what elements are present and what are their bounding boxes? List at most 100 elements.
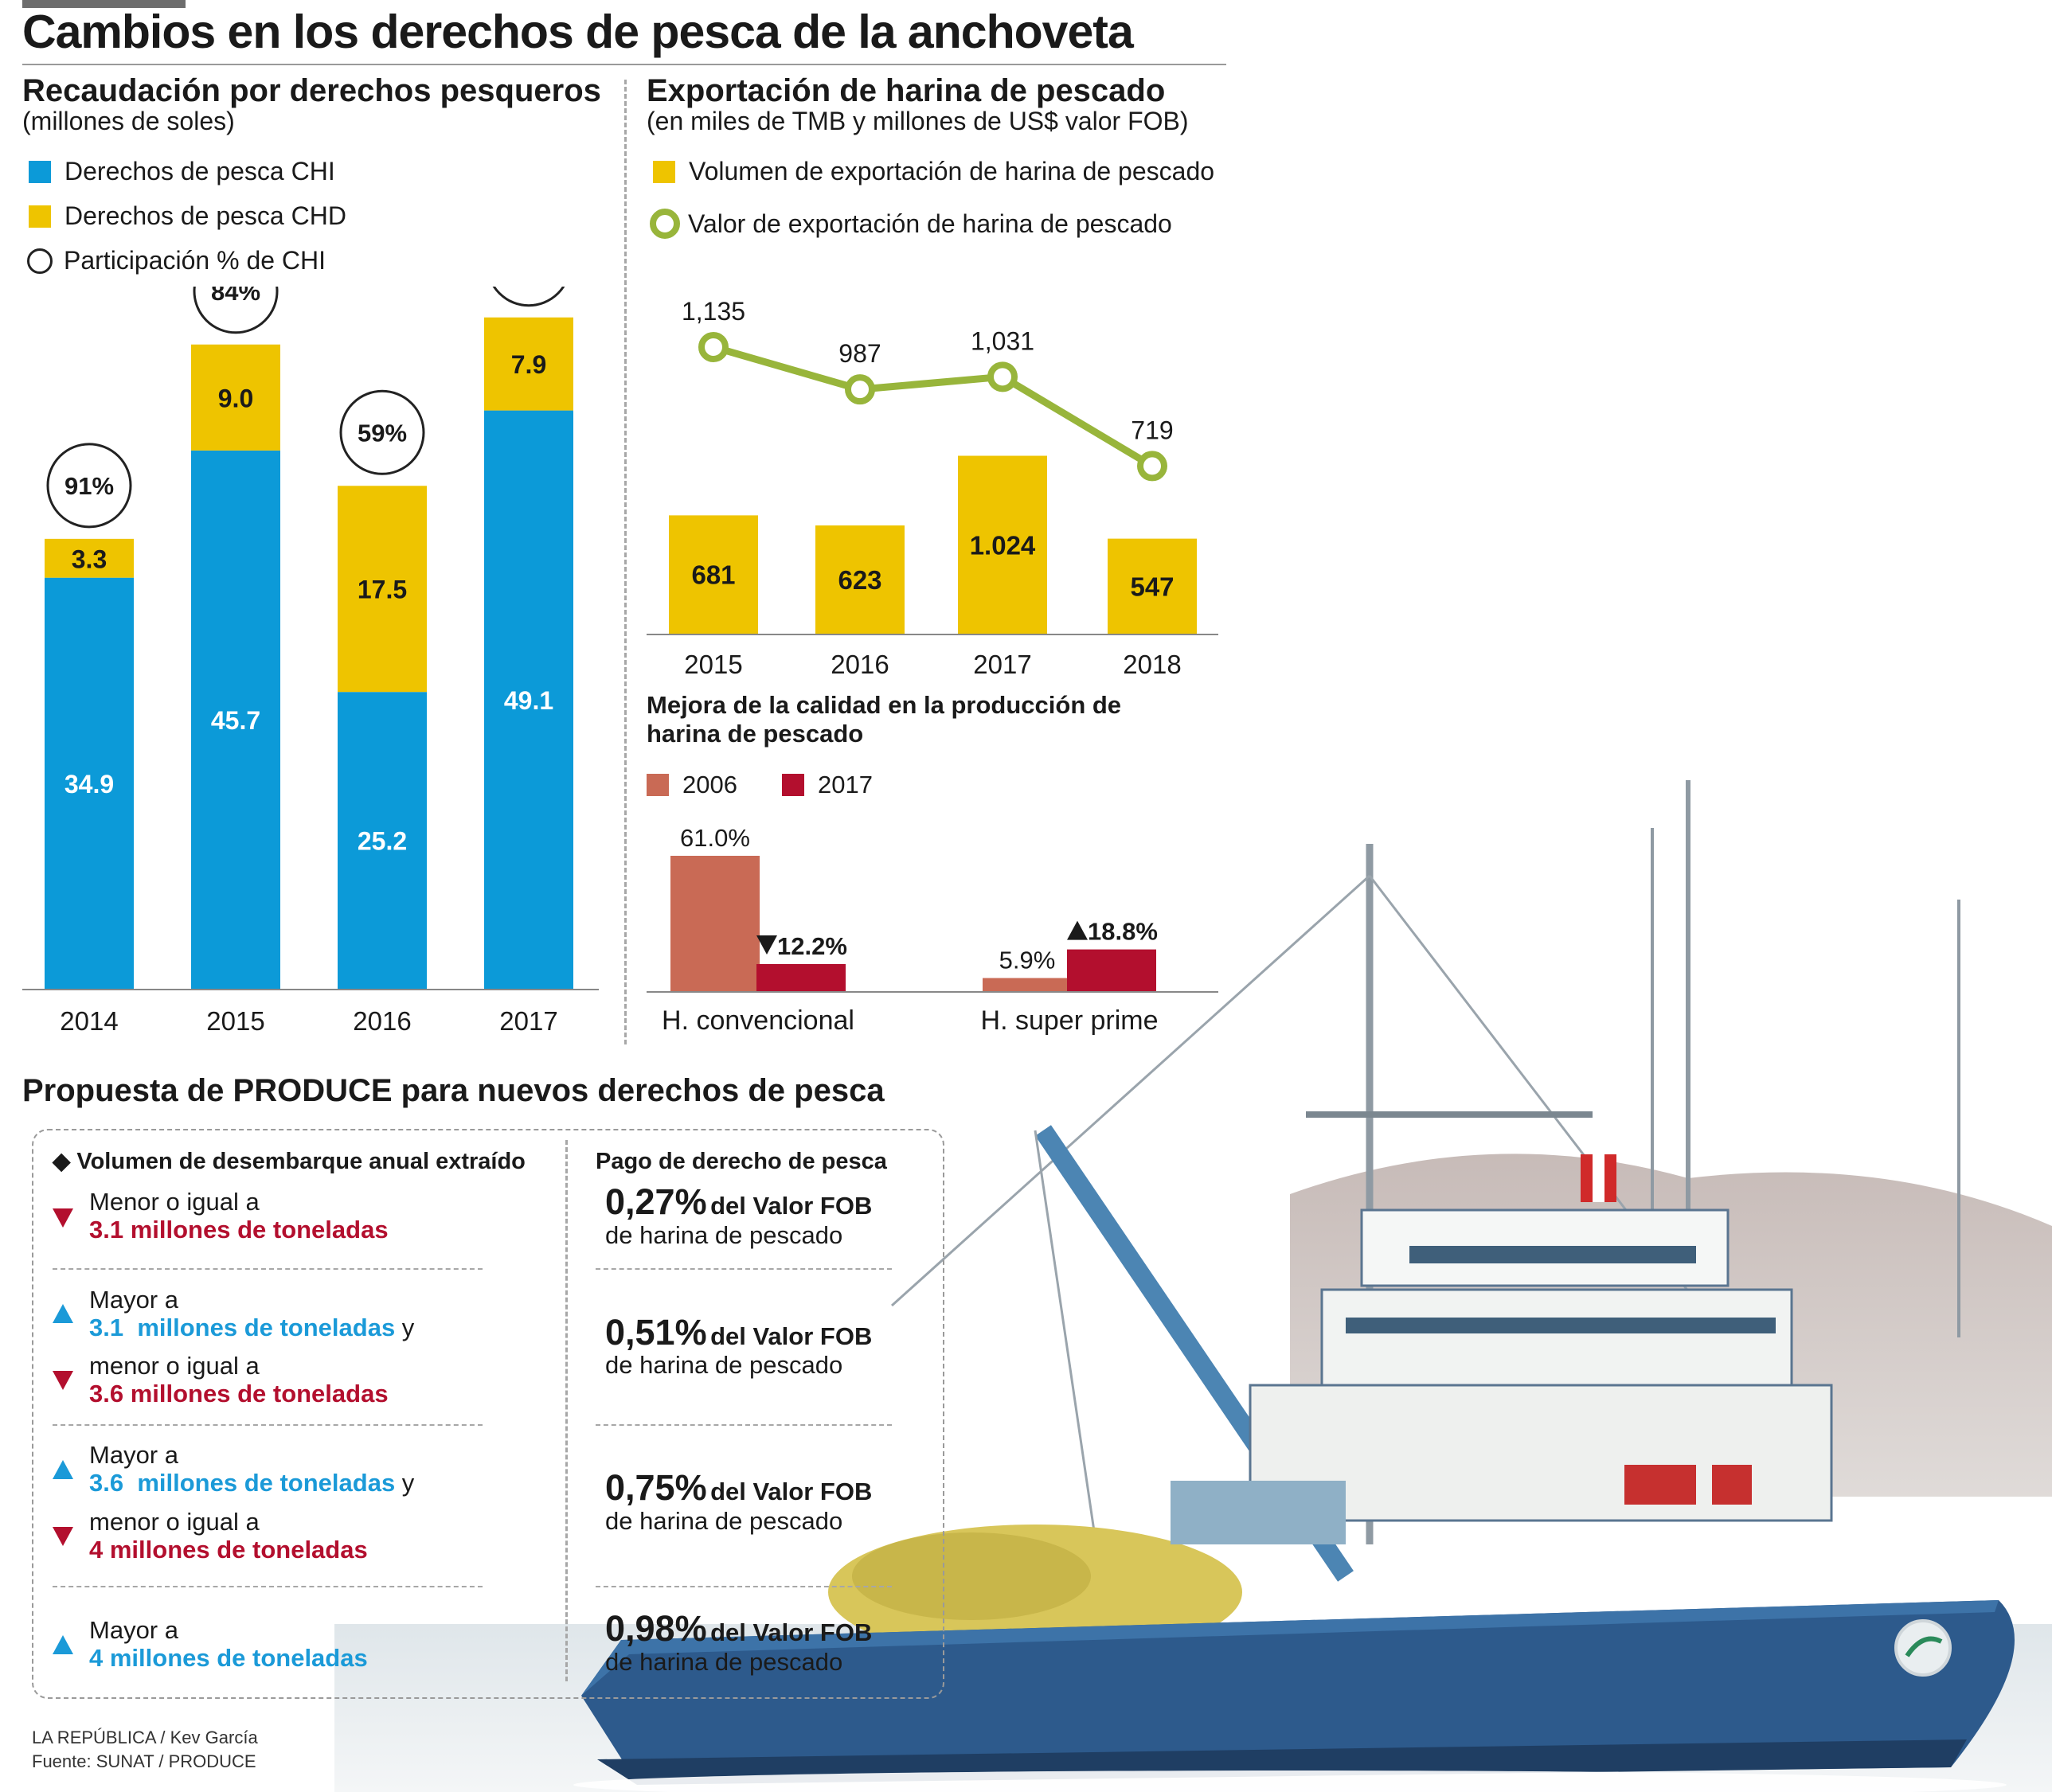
x-tick-0: H. convencional <box>662 1005 854 1036</box>
label-2017-0: 12.2% <box>777 932 847 960</box>
calidad-chart: 61.0% 12.2% H. convencional 5.9% 18.8% H. sup… <box>647 824 1218 1036</box>
row3-percent: 0,75% <box>605 1467 707 1508</box>
row2-line2-and: y <box>395 1314 415 1341</box>
bar-volumen-2015 <box>669 515 758 634</box>
label-chi-2017: 49.1 <box>504 686 553 715</box>
exportacion-chart: 681 2015 623 2016 1.024 2017 547 2018 1,135 987 1,… <box>647 297 1218 679</box>
arrow-up-icon <box>53 1460 73 1483</box>
legend-share-circle <box>27 248 53 274</box>
credit-author: LA REPÚBLICA / Kev García <box>32 1728 258 1747</box>
label-valor-2018: 719 <box>1131 416 1173 444</box>
row3-line1: Mayor a <box>89 1441 178 1469</box>
arrow-up-icon <box>53 1304 73 1327</box>
bar-chi-2014 <box>45 577 134 989</box>
row4-rate: 0,98% del Valor FOB <box>605 1608 872 1649</box>
bar-2006-0 <box>670 856 760 991</box>
row4-percent: 0,98% <box>605 1608 707 1649</box>
calidad-title: Mejora de la calidad en la producción de… <box>647 691 1122 748</box>
label-2017-1: 18.8% <box>1088 918 1158 946</box>
row-divider <box>53 1268 483 1270</box>
recaudacion-title: Recaudación por derechos pesqueros <box>22 73 601 108</box>
credit-source: Fuente: SUNAT / PRODUCE <box>32 1751 256 1771</box>
fishing-boat-photo <box>334 780 2052 1792</box>
row3-fob: del Valor FOB <box>710 1478 873 1505</box>
row-divider <box>596 1586 892 1587</box>
row1-fob: del Valor FOB <box>710 1192 873 1220</box>
share-label-2016: 59% <box>358 419 407 447</box>
column-divider <box>624 80 627 1044</box>
label-valor-2016: 987 <box>838 339 881 368</box>
recaudacion-subtitle: (millones de soles) <box>22 107 235 135</box>
row-divider <box>596 1424 892 1426</box>
label-2006-0: 61.0% <box>680 824 750 852</box>
row1-line1: Menor o igual a <box>89 1188 260 1216</box>
row2-line2: 3.1 millones de toneladas y <box>89 1314 414 1341</box>
legend-chi-swatch <box>29 160 51 183</box>
title-divider <box>22 64 1226 65</box>
point-valor-2017 <box>987 361 1018 392</box>
legend-chd-swatch <box>29 205 51 228</box>
label-volumen-2015: 681 <box>691 560 735 590</box>
row3-line3: menor o igual a <box>89 1508 260 1536</box>
x-tick-2016: 2016 <box>353 1006 411 1036</box>
arrow-down-icon <box>53 1527 73 1550</box>
bar-volumen-2017 <box>958 455 1047 634</box>
bar-chi-2015 <box>191 450 280 989</box>
legend-valor-ring <box>650 209 680 239</box>
row2-line2-value: 3.1 millones de toneladas <box>89 1314 396 1341</box>
legend-2006-label: 2006 <box>682 771 737 798</box>
x-tick-1: H. super prime <box>981 1005 1159 1036</box>
bar-chd-2014 <box>45 538 134 578</box>
bar-volumen-2016 <box>815 525 905 634</box>
label-volumen-2017: 1.024 <box>970 530 1036 560</box>
arrow-down-icon <box>53 1371 73 1394</box>
arrow-down-icon <box>756 935 777 955</box>
x-tick-2015: 2015 <box>206 1006 264 1036</box>
label-valor-2015: 1,135 <box>682 297 745 326</box>
row4-fob: del Valor FOB <box>710 1618 873 1646</box>
bar-chd-2017 <box>484 317 573 411</box>
share-circle-2014 <box>46 443 132 529</box>
legend-volumen: Volumen de exportación de harina de pesc… <box>653 157 1214 186</box>
share-circle-2015 <box>193 287 279 334</box>
row1-harina: de harina de pescado <box>605 1221 843 1249</box>
bar-2006-1 <box>983 978 1072 991</box>
label-chd-2015: 9.0 <box>218 384 253 412</box>
point-valor-2018 <box>1137 451 1167 482</box>
legend-2017-swatch <box>782 774 804 796</box>
bar-2017-1 <box>1067 949 1156 991</box>
proposal-col1-header-text: Volumen de desembarque anual extraído <box>76 1149 526 1174</box>
legend-volumen-label: Volumen de exportación de harina de pesc… <box>689 157 1215 185</box>
row3-line4: 4 millones de toneladas <box>89 1536 368 1564</box>
page-title: Cambios en los derechos de pesca de la a… <box>22 6 1134 58</box>
legend-share: Participación % de CHI <box>27 246 326 275</box>
row2-harina: de harina de pescado <box>605 1351 843 1379</box>
x-tick-2018: 2018 <box>1123 650 1181 679</box>
legend-chi-label: Derechos de pesca CHI <box>64 157 335 185</box>
legend-share-label: Participación % de CHI <box>64 246 326 275</box>
bar-chi-2017 <box>484 410 573 989</box>
recaudacion-chart: 34.9 3.3 91% 2014 45.7 9.0 84% 2015 25.2 17.5 59% 2… <box>22 287 599 1036</box>
legend-chd: Derechos de pesca CHD <box>29 201 346 231</box>
label-volumen-2018: 547 <box>1130 572 1174 601</box>
arrow-up-icon <box>1067 920 1088 940</box>
label-chi-2016: 25.2 <box>358 827 407 856</box>
point-valor-2016 <box>845 374 875 405</box>
share-circle-2016 <box>339 389 425 475</box>
row2-line3: menor o igual a <box>89 1352 260 1380</box>
legend-valor-label: Valor de exportación de harina de pescad… <box>688 209 1172 238</box>
row4-harina: de harina de pescado <box>605 1648 843 1676</box>
share-label-2014: 91% <box>64 472 114 500</box>
label-chd-2017: 7.9 <box>511 350 546 379</box>
row1-percent: 0,27% <box>605 1181 707 1222</box>
bar-chd-2016 <box>338 486 427 693</box>
row-divider <box>53 1586 483 1587</box>
legend-2017: 2017 <box>782 771 873 799</box>
legend-2006: 2006 <box>647 771 737 799</box>
x-tick-2015: 2015 <box>684 650 742 679</box>
row4-line1: Mayor a <box>89 1616 178 1644</box>
label-volumen-2016: 623 <box>838 565 881 595</box>
x-tick-2016: 2016 <box>831 650 889 679</box>
row3-line2-and: y <box>395 1469 415 1497</box>
legend-2006-swatch <box>647 774 669 796</box>
